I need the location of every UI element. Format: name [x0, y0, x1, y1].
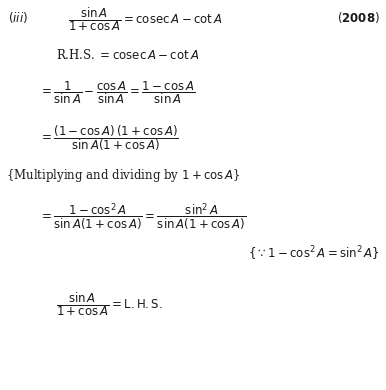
Text: $\dfrac{\sin A}{1+\cos A} = \mathrm{cosec}\,A - \cot A$: $\dfrac{\sin A}{1+\cos A} = \mathrm{cose…: [68, 6, 222, 33]
Text: $\{\because 1 - \cos^2 A = \sin^2 A\}$: $\{\because 1 - \cos^2 A = \sin^2 A\}$: [249, 244, 380, 263]
Text: R.H.S. $= \mathrm{cosec}\,A - \cot A$: R.H.S. $= \mathrm{cosec}\,A - \cot A$: [56, 48, 199, 62]
Text: $= \dfrac{1-\cos^2 A}{\sin A(1+\cos A)} = \dfrac{\sin^2 A}{\sin A(1+\cos A)}$: $= \dfrac{1-\cos^2 A}{\sin A(1+\cos A)} …: [39, 202, 246, 233]
Text: $(iii)$: $(iii)$: [8, 10, 28, 25]
Text: $= \dfrac{(1-\cos A)\,(1+\cos A)}{\sin A(1+\cos A)}$: $= \dfrac{(1-\cos A)\,(1+\cos A)}{\sin A…: [39, 124, 178, 153]
Text: $\dfrac{\sin A}{1+\cos A} = \mathrm{L.H.S.}$: $\dfrac{\sin A}{1+\cos A} = \mathrm{L.H.…: [56, 292, 163, 318]
Text: {Multiplying and dividing by $1 + \cos A$}: {Multiplying and dividing by $1 + \cos A…: [6, 167, 240, 184]
Text: $(\mathbf{2008})$: $(\mathbf{2008})$: [337, 10, 380, 25]
Text: $= \dfrac{1}{\sin A} - \dfrac{\cos A}{\sin A} = \dfrac{1-\cos A}{\sin A}$: $= \dfrac{1}{\sin A} - \dfrac{\cos A}{\s…: [39, 80, 195, 106]
